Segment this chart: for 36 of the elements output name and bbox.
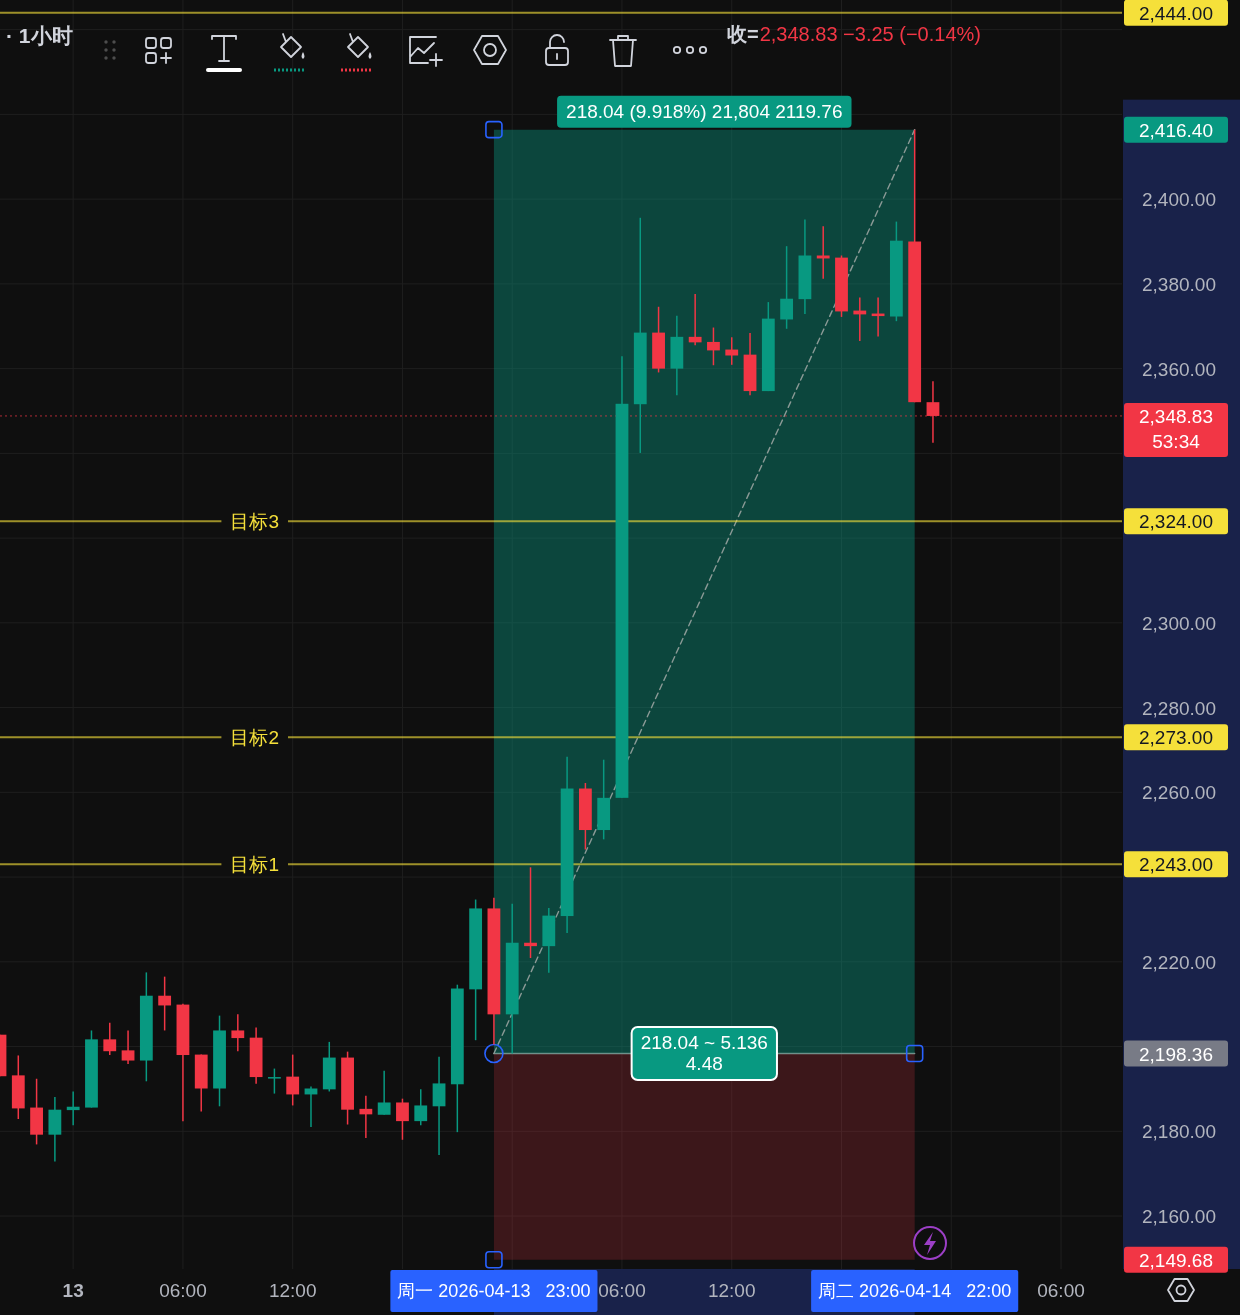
- ref-line-label: 2,324.00: [1139, 511, 1213, 533]
- y-tick-label: 2,149.68: [1139, 1249, 1213, 1271]
- annotation: 2,348.83 −3.25 (−0.14%): [759, 23, 981, 45]
- ref-line-label: 2,273.00: [1139, 727, 1213, 749]
- x-tick-label: 06:00: [598, 1280, 646, 1301]
- y-tick-label: 2,416.40: [1139, 119, 1213, 141]
- x-tick-label: 周二 2026-04-14 22:00: [818, 1281, 1012, 1301]
- ref-line-label: 2,348.83 53:34: [1139, 405, 1213, 452]
- annotation: 目标2: [230, 727, 279, 749]
- y-tick-label: 2,260.00: [1142, 782, 1216, 804]
- x-tick-label: 13: [62, 1280, 84, 1301]
- ref-line-label: 2,444.00: [1139, 2, 1213, 24]
- y-tick-label: 2,400.00: [1142, 189, 1216, 211]
- point: [485, 120, 503, 139]
- y-tick-label: 2,198.36: [1139, 1043, 1213, 1065]
- annotation: 目标3: [230, 511, 279, 533]
- point: [905, 1044, 924, 1063]
- y-tick-label: 2,180.00: [1142, 1121, 1216, 1143]
- annotation: 目标1: [230, 854, 279, 876]
- x-tick-label: 12:00: [707, 1280, 756, 1301]
- text: · 1小时: [6, 24, 73, 47]
- x-tick-label: 06:00: [159, 1280, 207, 1301]
- point: [485, 1250, 503, 1269]
- y-tick-label: 2,380.00: [1142, 273, 1216, 295]
- annotation: 218.04 ~ 5.136 4.48: [640, 1032, 768, 1074]
- y-tick-label: 2,160.00: [1142, 1206, 1216, 1228]
- y-tick-label: 2,280.00: [1142, 697, 1216, 719]
- y-tick-label: 2,300.00: [1142, 612, 1216, 634]
- ref-line-label: 2,243.00: [1139, 854, 1213, 876]
- y-tick-label: 2,220.00: [1142, 951, 1216, 973]
- y-tick-label: 2,360.00: [1142, 358, 1216, 380]
- text: 收=: [727, 23, 759, 45]
- x-tick-label: 12:00: [268, 1280, 317, 1301]
- x-tick-label: 周一 2026-04-13 23:00: [397, 1281, 591, 1301]
- annotation: 218.04 (9.918%) 21,804 2119.76: [566, 100, 843, 122]
- x-tick-label: 06:00: [1037, 1280, 1085, 1301]
